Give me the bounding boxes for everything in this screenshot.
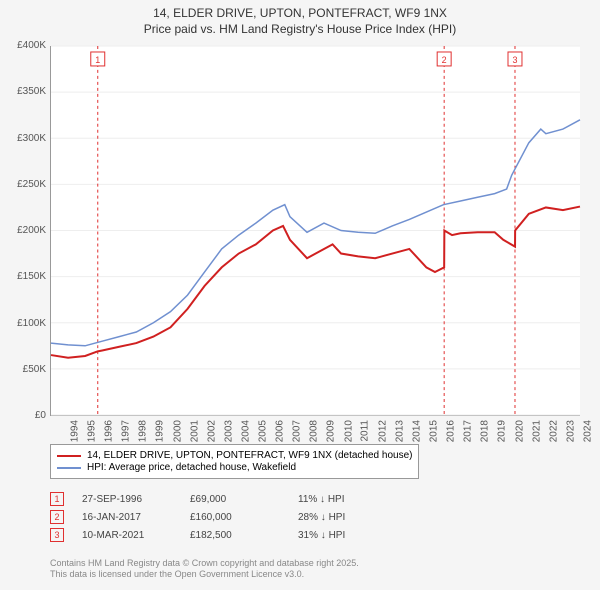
transaction-date: 10-MAR-2021 (82, 530, 172, 541)
y-tick-label: £300K (2, 133, 46, 144)
y-tick-label: £200K (2, 225, 46, 236)
x-tick-label: 2005 (257, 420, 268, 442)
x-tick-label: 2000 (172, 420, 183, 442)
title-line1: 14, ELDER DRIVE, UPTON, PONTEFRACT, WF9 … (10, 6, 590, 22)
x-tick-label: 2012 (377, 420, 388, 442)
x-tick-label: 2007 (292, 420, 303, 442)
x-tick-label: 2008 (309, 420, 320, 442)
transaction-marker: 1 (50, 492, 64, 506)
x-tick-label: 2022 (548, 420, 559, 442)
x-tick-label: 2013 (394, 420, 405, 442)
footer-attribution: Contains HM Land Registry data © Crown c… (50, 558, 359, 580)
transaction-table: 1 27-SEP-1996 £69,000 11% ↓ HPI 2 16-JAN-2017… (50, 488, 388, 546)
x-tick-label: 2023 (565, 420, 576, 442)
x-tick-label: 1994 (69, 420, 80, 442)
x-tick-label: 2004 (240, 420, 251, 442)
transaction-date: 16-JAN-2017 (82, 512, 172, 523)
legend-swatch (57, 467, 81, 469)
x-tick-label: 1996 (103, 420, 114, 442)
x-tick-label: 1995 (86, 420, 97, 442)
x-tick-label: 2019 (497, 420, 508, 442)
x-tick-label: 2016 (445, 420, 456, 442)
transaction-marker: 2 (50, 510, 64, 524)
chart-title: 14, ELDER DRIVE, UPTON, PONTEFRACT, WF9 … (0, 0, 600, 39)
legend: 14, ELDER DRIVE, UPTON, PONTEFRACT, WF9 … (50, 444, 419, 479)
x-tick-label: 1997 (121, 420, 132, 442)
x-tick-label: 2002 (206, 420, 217, 442)
x-tick-label: 2015 (428, 420, 439, 442)
x-tick-label: 2024 (582, 420, 593, 442)
y-tick-label: £150K (2, 271, 46, 282)
x-tick-label: 2021 (531, 420, 542, 442)
y-tick-label: £400K (2, 40, 46, 51)
y-tick-label: £250K (2, 179, 46, 190)
transaction-marker: 3 (50, 528, 64, 542)
svg-text:2: 2 (442, 55, 447, 65)
footer-line2: This data is licensed under the Open Gov… (50, 569, 359, 580)
y-tick-label: £0 (2, 410, 46, 421)
x-tick-label: 2009 (326, 420, 337, 442)
transaction-diff: 11% ↓ HPI (298, 494, 388, 505)
x-tick-label: 2010 (343, 420, 354, 442)
legend-item: 14, ELDER DRIVE, UPTON, PONTEFRACT, WF9 … (57, 450, 412, 461)
footer-line1: Contains HM Land Registry data © Crown c… (50, 558, 359, 569)
chart-plot-area: 1 2 3 (50, 46, 580, 416)
x-tick-label: 2020 (514, 420, 525, 442)
legend-swatch (57, 455, 81, 457)
legend-label: HPI: Average price, detached house, Wake… (87, 462, 296, 473)
y-tick-label: £50K (2, 364, 46, 375)
svg-text:1: 1 (95, 55, 100, 65)
legend-item: HPI: Average price, detached house, Wake… (57, 462, 412, 473)
transaction-price: £69,000 (190, 494, 280, 505)
x-tick-label: 2001 (189, 420, 200, 442)
x-tick-label: 1998 (138, 420, 149, 442)
x-tick-label: 2014 (411, 420, 422, 442)
chart-svg: 1 2 3 (51, 46, 580, 415)
legend-label: 14, ELDER DRIVE, UPTON, PONTEFRACT, WF9 … (87, 450, 412, 461)
x-tick-label: 2018 (480, 420, 491, 442)
transaction-diff: 28% ↓ HPI (298, 512, 388, 523)
transaction-price: £182,500 (190, 530, 280, 541)
x-tick-label: 2017 (462, 420, 473, 442)
x-tick-label: 1999 (155, 420, 166, 442)
transaction-price: £160,000 (190, 512, 280, 523)
x-tick-label: 2011 (359, 420, 370, 442)
title-line2: Price paid vs. HM Land Registry's House … (10, 22, 590, 38)
transaction-row: 1 27-SEP-1996 £69,000 11% ↓ HPI (50, 492, 388, 506)
svg-text:3: 3 (512, 55, 517, 65)
y-tick-label: £100K (2, 318, 46, 329)
x-tick-label: 2003 (223, 420, 234, 442)
y-tick-label: £350K (2, 86, 46, 97)
x-tick-label: 2006 (274, 420, 285, 442)
transaction-diff: 31% ↓ HPI (298, 530, 388, 541)
transaction-row: 2 16-JAN-2017 £160,000 28% ↓ HPI (50, 510, 388, 524)
transaction-row: 3 10-MAR-2021 £182,500 31% ↓ HPI (50, 528, 388, 542)
transaction-date: 27-SEP-1996 (82, 494, 172, 505)
